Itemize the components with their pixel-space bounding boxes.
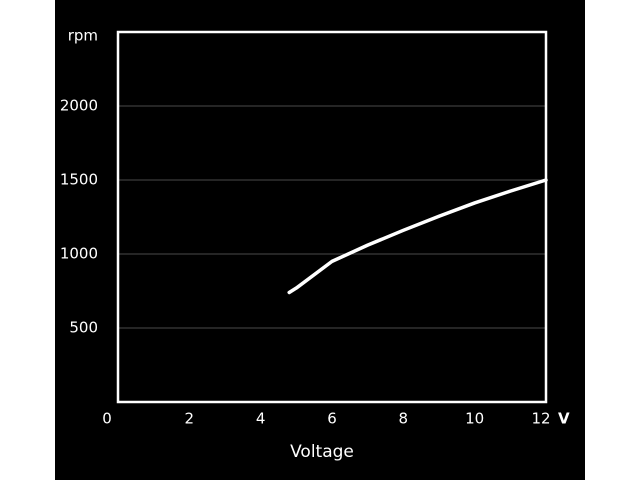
y-tick-label: 1000 bbox=[60, 245, 98, 263]
grid-layer bbox=[118, 105, 546, 329]
x-tick-label: 8 bbox=[399, 410, 409, 428]
x-tick-label: 0 bbox=[102, 410, 112, 428]
y-axis-label: rpm bbox=[68, 27, 98, 45]
y-tick-label: 1500 bbox=[60, 171, 98, 189]
x-unit-label: V bbox=[558, 410, 570, 428]
x-axis-label: Voltage bbox=[290, 442, 354, 462]
y-tick-label: 2000 bbox=[60, 97, 98, 115]
x-tick-label: 10 bbox=[465, 410, 484, 428]
x-tick-label: 4 bbox=[256, 410, 266, 428]
y-tick-label: 500 bbox=[69, 319, 98, 337]
panel bbox=[55, 0, 585, 480]
x-tick-label: 2 bbox=[185, 410, 195, 428]
x-tick-label: 6 bbox=[327, 410, 337, 428]
x-tick-label: 12 bbox=[531, 410, 550, 428]
plot-frame bbox=[116, 30, 548, 404]
data-line bbox=[287, 178, 548, 295]
